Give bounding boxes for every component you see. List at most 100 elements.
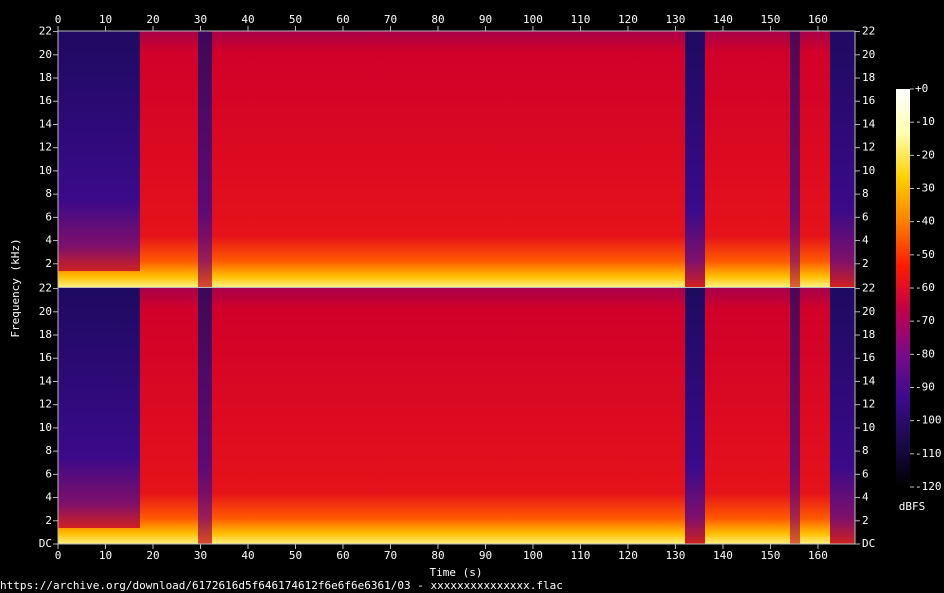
y-tick-label: 2 bbox=[45, 257, 52, 270]
y-axis-label: Frequency (kHz) bbox=[9, 238, 22, 337]
x-tick-label: 120 bbox=[618, 13, 638, 26]
y-tick-label: 6 bbox=[862, 210, 869, 223]
y-tick-label: 10 bbox=[862, 421, 875, 434]
x-tick-label: 0 bbox=[55, 549, 62, 562]
y-tick-label: 16 bbox=[862, 94, 875, 107]
y-tick-label: DC bbox=[39, 537, 52, 550]
x-tick-label: 50 bbox=[289, 549, 302, 562]
y-tick-label: 22 bbox=[39, 282, 52, 295]
quiet-band bbox=[198, 288, 212, 544]
colorbar-tick-label: -70 bbox=[915, 314, 935, 327]
channel-fill bbox=[58, 288, 855, 544]
x-tick-label: 130 bbox=[666, 13, 686, 26]
y-tick-label: 14 bbox=[862, 117, 876, 130]
x-tick-label: 120 bbox=[618, 549, 638, 562]
quiet-band bbox=[198, 31, 212, 287]
quiet-band bbox=[830, 31, 855, 287]
x-tick-label: 100 bbox=[523, 549, 543, 562]
colorbar-tick-label: -60 bbox=[915, 281, 935, 294]
x-tick-label: 60 bbox=[336, 549, 349, 562]
colorbar-tick-label: -90 bbox=[915, 381, 935, 394]
y-tick-label: 16 bbox=[39, 351, 52, 364]
y-tick-label: 6 bbox=[862, 467, 869, 480]
colorbar-label: dBFS bbox=[899, 500, 926, 513]
colorbar-tick-label: -80 bbox=[915, 347, 935, 360]
y-tick-label: 14 bbox=[862, 374, 876, 387]
colorbar-tick-label: +0 bbox=[915, 82, 928, 95]
x-tick-label: 0 bbox=[55, 13, 62, 26]
x-tick-label: 10 bbox=[99, 549, 112, 562]
x-tick-label: 140 bbox=[713, 549, 733, 562]
y-tick-label: 20 bbox=[862, 48, 875, 61]
y-tick-label: 8 bbox=[45, 444, 52, 457]
channel-image bbox=[58, 288, 855, 544]
x-axis-label: Time (s) bbox=[430, 566, 483, 579]
y-tick-label: 4 bbox=[45, 234, 52, 247]
x-tick-label: 160 bbox=[808, 13, 828, 26]
y-tick-label: 22 bbox=[862, 25, 875, 38]
x-tick-label: 110 bbox=[571, 13, 591, 26]
x-tick-label: 150 bbox=[761, 549, 781, 562]
caption: https://archive.org/download/6172616d5f6… bbox=[0, 579, 563, 592]
x-tick-label: 40 bbox=[241, 549, 254, 562]
y-tick-label: 10 bbox=[39, 164, 52, 177]
y-tick-label: 10 bbox=[39, 421, 52, 434]
y-tick-label: 16 bbox=[39, 94, 52, 107]
y-tick-label: 14 bbox=[39, 117, 53, 130]
y-tick-label: 10 bbox=[862, 164, 875, 177]
x-tick-label: 10 bbox=[99, 13, 112, 26]
x-tick-label: 80 bbox=[431, 13, 444, 26]
x-tick-label: 80 bbox=[431, 549, 444, 562]
x-tick-label: 90 bbox=[479, 549, 492, 562]
colorbar-tick-label: -40 bbox=[915, 215, 935, 228]
x-tick-label: 20 bbox=[146, 13, 159, 26]
y-tick-label: 18 bbox=[39, 328, 52, 341]
x-tick-label: 140 bbox=[713, 13, 733, 26]
y-tick-label: 20 bbox=[39, 305, 52, 318]
x-tick-label: 90 bbox=[479, 13, 492, 26]
x-tick-label: 160 bbox=[808, 549, 828, 562]
quiet-band bbox=[685, 288, 705, 544]
y-tick-label: 20 bbox=[862, 305, 875, 318]
colorbar-tick-label: -50 bbox=[915, 248, 935, 261]
quiet-band bbox=[830, 288, 855, 544]
y-tick-label: 2 bbox=[45, 514, 52, 527]
y-tick-label: 22 bbox=[862, 282, 875, 295]
y-tick-label: 22 bbox=[39, 25, 52, 38]
x-tick-label: 110 bbox=[571, 549, 591, 562]
colorbar-tick-label: -10 bbox=[915, 115, 935, 128]
x-tick-label: 130 bbox=[666, 549, 686, 562]
colorbar-tick-label: -110 bbox=[915, 447, 942, 460]
x-tick-label: 100 bbox=[523, 13, 543, 26]
x-tick-label: 30 bbox=[194, 13, 207, 26]
channel-fill bbox=[58, 31, 855, 287]
quiet-band bbox=[790, 288, 800, 544]
y-tick-label: 14 bbox=[39, 374, 53, 387]
quiet-band bbox=[790, 31, 800, 287]
y-tick-label: 6 bbox=[45, 467, 52, 480]
y-tick-label: 18 bbox=[862, 328, 875, 341]
colorbar bbox=[896, 89, 910, 487]
y-tick-label: DC bbox=[862, 537, 875, 550]
y-tick-label: 2 bbox=[862, 257, 869, 270]
x-tick-label: 60 bbox=[336, 13, 349, 26]
y-tick-label: 12 bbox=[39, 141, 52, 154]
colorbar-tick-label: -120 bbox=[915, 480, 942, 493]
y-tick-label: 12 bbox=[862, 398, 875, 411]
x-tick-label: 150 bbox=[761, 13, 781, 26]
colorbar-tick-label: -100 bbox=[915, 414, 942, 427]
colorbar-tick-label: -30 bbox=[915, 182, 935, 195]
colorbar-tick-label: -20 bbox=[915, 148, 935, 161]
y-tick-label: 6 bbox=[45, 210, 52, 223]
y-tick-label: 20 bbox=[39, 48, 52, 61]
y-tick-label: 12 bbox=[862, 141, 875, 154]
channel-image bbox=[58, 31, 855, 287]
y-tick-label: 8 bbox=[862, 187, 869, 200]
x-tick-label: 70 bbox=[384, 549, 397, 562]
y-tick-label: 8 bbox=[862, 444, 869, 457]
y-tick-label: 18 bbox=[862, 71, 875, 84]
y-tick-label: 16 bbox=[862, 351, 875, 364]
quiet-band bbox=[58, 288, 140, 528]
y-tick-label: 4 bbox=[45, 491, 52, 504]
